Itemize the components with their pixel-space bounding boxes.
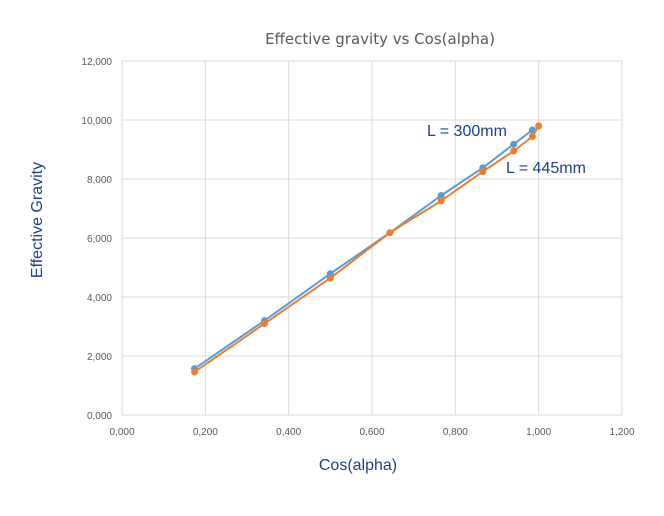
series-layer: [191, 122, 543, 376]
grid: [121, 60, 623, 416]
y-tick-label: 4,000: [87, 293, 112, 304]
y-tick-label: 12,000: [81, 57, 112, 68]
series-2: [191, 122, 543, 376]
data-point: [510, 147, 518, 155]
data-point: [510, 140, 518, 148]
data-point: [386, 229, 394, 237]
x-tick-label: 1,200: [609, 427, 634, 438]
x-tick-label: 1,000: [526, 427, 551, 438]
series-line: [193, 129, 534, 370]
y-tick-label: 10,000: [81, 116, 112, 127]
x-tick-label: 0,000: [109, 427, 134, 438]
data-point: [535, 122, 543, 130]
chart-title: Effective gravity vs Cos(alpha): [265, 30, 495, 48]
data-point: [326, 274, 334, 282]
y-ticks: 0,000 2,000 4,000 6,000 8,000 10,000 12,000: [81, 57, 112, 422]
data-point: [528, 133, 536, 141]
data-point: [261, 320, 268, 328]
annotation-l445: L = 445mm: [506, 160, 586, 177]
data-point: [191, 368, 198, 376]
data-point: [437, 192, 445, 200]
y-tick-label: 6,000: [87, 234, 112, 245]
x-tick-label: 0,600: [359, 427, 384, 438]
y-tick-label: 8,000: [87, 175, 112, 186]
x-tick-label: 0,400: [276, 427, 301, 438]
y-axis-label: Effective Gravity: [29, 162, 46, 278]
y-tick-label: 0,000: [87, 411, 112, 422]
data-point: [437, 197, 445, 205]
annotation-l300: L = 300mm: [427, 123, 507, 140]
series-1: [191, 126, 536, 373]
x-tick-label: 0,200: [193, 427, 218, 438]
data-point: [479, 168, 487, 176]
y-tick-label: 2,000: [87, 352, 112, 363]
x-axis-label: Cos(alpha): [319, 457, 397, 474]
x-tick-label: 0,800: [443, 427, 468, 438]
x-ticks: 0,000 0,200 0,400 0,600 0,800 1,000 1,200: [109, 427, 634, 438]
